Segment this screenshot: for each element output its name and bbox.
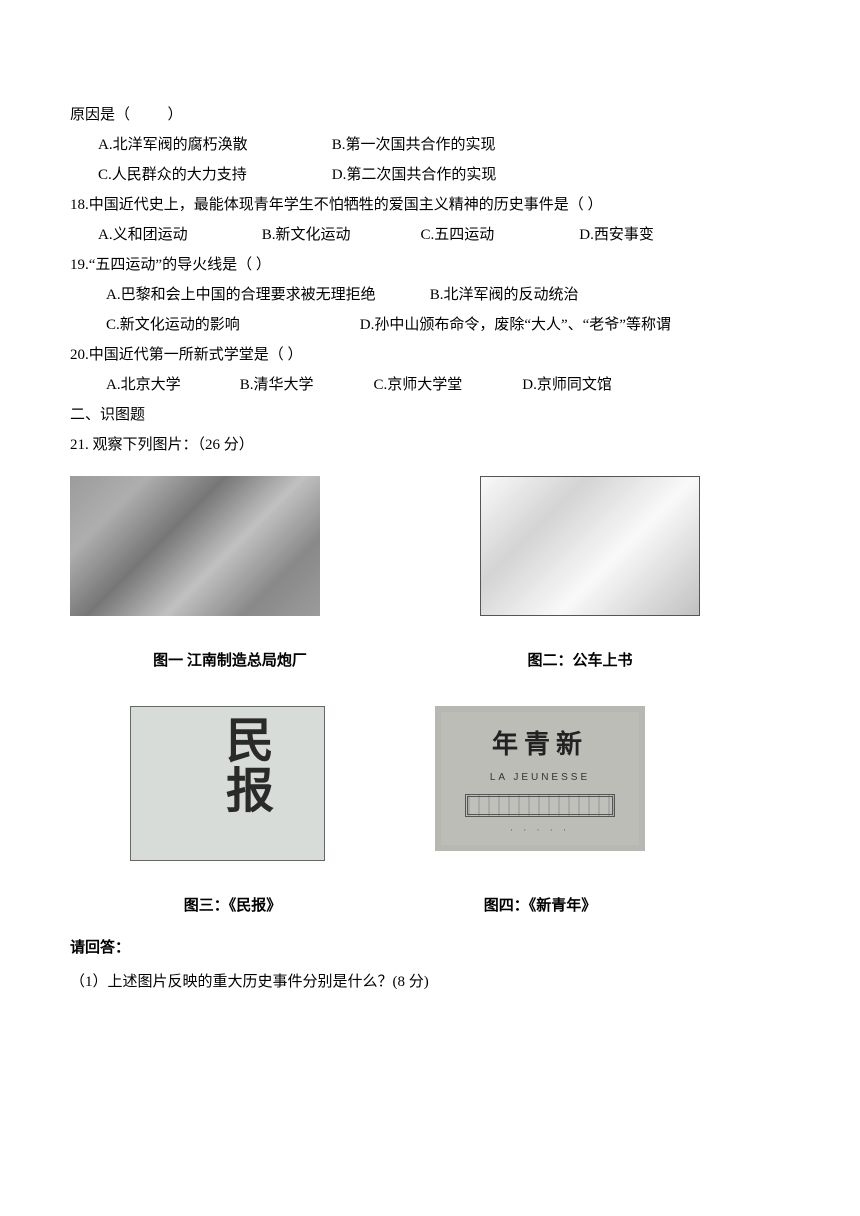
fig3-block: 民 报 bbox=[130, 706, 325, 861]
caption-row-1: 图一 江南制造总局炮厂 图二：公车上书 bbox=[70, 646, 790, 676]
q17-opt-c: C.人民群众的大力支持 bbox=[98, 160, 328, 190]
q17-stem-tail: 原因是（ ） bbox=[70, 100, 790, 130]
fig3-caption: 图三：《民报》 bbox=[135, 891, 330, 921]
q19-opt-b: B.北洋军阀的反动统治 bbox=[430, 280, 579, 310]
q19-options-row1: A.巴黎和会上中国的合理要求被无理拒绝 B.北洋军阀的反动统治 bbox=[70, 280, 790, 310]
q20-opt-c: C.京师大学堂 bbox=[374, 370, 519, 400]
q20-opt-a: A.北京大学 bbox=[106, 370, 236, 400]
q18-opt-b: B.新文化运动 bbox=[262, 220, 417, 250]
q19-opt-a: A.巴黎和会上中国的合理要求被无理拒绝 bbox=[106, 280, 426, 310]
q21-stem: 21. 观察下列图片：（26 分） bbox=[70, 430, 790, 460]
q20-options: A.北京大学 B.清华大学 C.京师大学堂 D.京师同文馆 bbox=[70, 370, 790, 400]
xinqingnian-subtitle: LA JEUNESSE bbox=[490, 768, 590, 788]
xinqingnian-footer: · · · · · bbox=[510, 821, 570, 839]
q18-opt-c: C.五四运动 bbox=[421, 220, 576, 250]
fig1-caption: 图一 江南制造总局炮厂 bbox=[105, 646, 355, 676]
q17-options-row1: A.北洋军阀的腐朽涣散 B.第一次国共合作的实现 bbox=[70, 130, 790, 160]
answer-prompt: 请回答： bbox=[70, 933, 790, 963]
fig1-image bbox=[70, 476, 320, 616]
q18-opt-d: D.西安事变 bbox=[579, 220, 719, 250]
q19-stem: 19.“五四运动”的导火线是（ ） bbox=[70, 250, 790, 280]
fig1-block bbox=[70, 476, 320, 616]
petition-illustration bbox=[481, 477, 699, 615]
fig2-block bbox=[480, 476, 700, 616]
q20-stem: 20.中国近代第一所新式学堂是（ ） bbox=[70, 340, 790, 370]
figure-row-2: 民 报 年青新 LA JEUNESSE · · · · · bbox=[130, 706, 790, 861]
fig2-image bbox=[480, 476, 700, 616]
q19-options-row2: C.新文化运动的影响 D.孙中山颁布命令，废除“大人”、“老爷”等称谓 bbox=[70, 310, 790, 340]
xinqingnian-contents-box bbox=[465, 794, 615, 817]
fig2-caption: 图二：公车上书 bbox=[470, 646, 690, 676]
fig3-image: 民 报 bbox=[130, 706, 325, 861]
q20-opt-b: B.清华大学 bbox=[240, 370, 370, 400]
xinqingnian-title: 年青新 bbox=[492, 718, 588, 770]
q17-opt-b: B.第一次国共合作的实现 bbox=[332, 130, 592, 160]
minbao-glyph-2: 报 bbox=[226, 767, 276, 817]
q18-options: A.义和团运动 B.新文化运动 C.五四运动 D.西安事变 bbox=[70, 220, 790, 250]
q17-opt-d: D.第二次国共合作的实现 bbox=[332, 160, 592, 190]
q19-opt-d: D.孙中山颁布命令，废除“大人”、“老爷”等称谓 bbox=[360, 310, 671, 340]
fig4-image: 年青新 LA JEUNESSE · · · · · bbox=[435, 706, 645, 851]
factory-illustration bbox=[70, 476, 320, 616]
figure-row-1 bbox=[70, 476, 790, 616]
q19-opt-c: C.新文化运动的影响 bbox=[106, 310, 356, 340]
minbao-glyph-1: 民 bbox=[226, 717, 276, 767]
caption-row-2: 图三：《民报》 图四：《新青年》 bbox=[70, 891, 790, 921]
q18-stem: 18.中国近代史上，最能体现青年学生不怕牺牲的爱国主义精神的历史事件是（ ） bbox=[70, 190, 790, 220]
subquestion-1: （1）上述图片反映的重大历史事件分别是什么？(8 分) bbox=[70, 967, 790, 997]
q17-opt-a: A.北洋军阀的腐朽涣散 bbox=[98, 130, 328, 160]
section2-title: 二、识图题 bbox=[70, 400, 790, 430]
fig4-caption: 图四：《新青年》 bbox=[435, 891, 645, 921]
q20-opt-d: D.京师同文馆 bbox=[522, 370, 662, 400]
fig4-block: 年青新 LA JEUNESSE · · · · · bbox=[435, 706, 645, 851]
q18-opt-a: A.义和团运动 bbox=[98, 220, 258, 250]
q17-options-row2: C.人民群众的大力支持 D.第二次国共合作的实现 bbox=[70, 160, 790, 190]
